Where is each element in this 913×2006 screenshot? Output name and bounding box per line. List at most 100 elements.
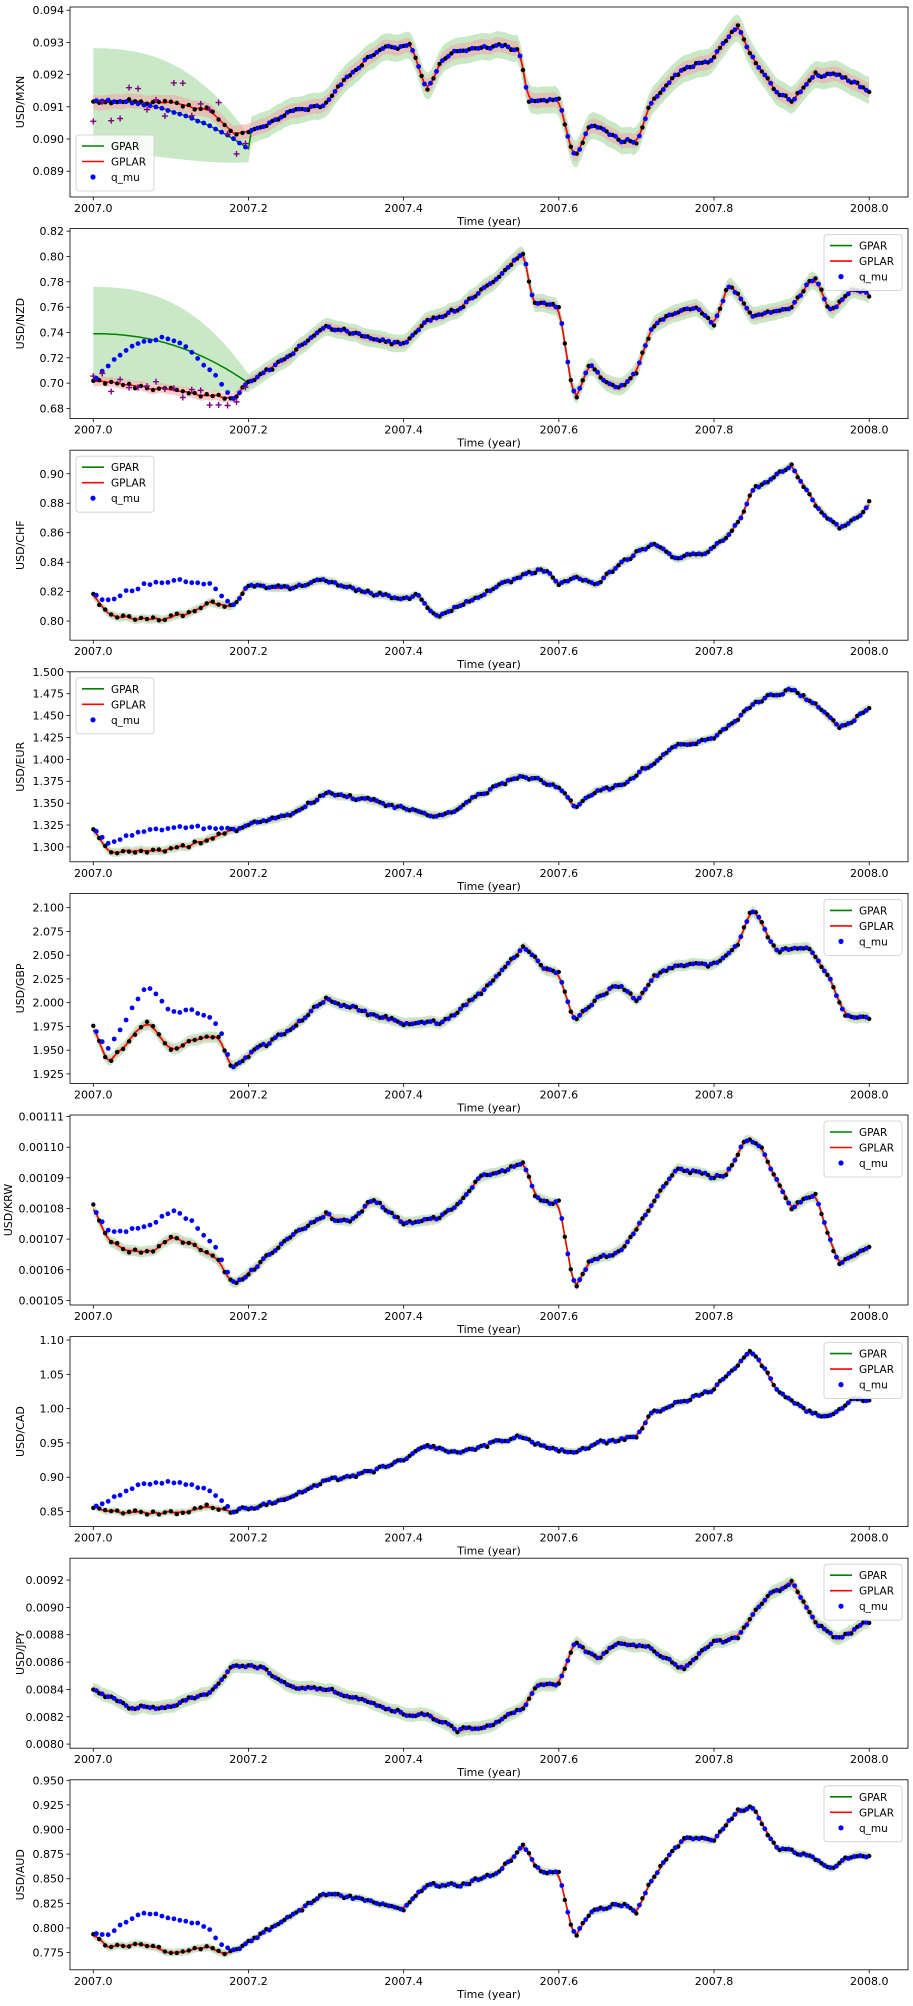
- q-mu-point: [625, 1239, 630, 1245]
- data-point: [717, 306, 723, 311]
- data-point: [771, 1840, 776, 1845]
- data-point: [198, 1947, 203, 1952]
- data-point: [771, 1382, 776, 1388]
- data-point: [180, 613, 185, 619]
- q-mu-point: [714, 1382, 720, 1388]
- q-mu-point: [284, 110, 290, 115]
- q-mu-point: [308, 104, 314, 109]
- legend-label-qmu: q_mu: [859, 936, 888, 948]
- q-mu-point: [511, 776, 517, 782]
- q-mu-point: [368, 1011, 374, 1017]
- legend-label-qmu: q_mu: [111, 493, 140, 505]
- data-point: [413, 1893, 418, 1899]
- y-tick-label: 0.00106: [19, 1264, 65, 1277]
- data-point: [144, 1943, 150, 1949]
- q-mu-point: [326, 1477, 332, 1483]
- data-point: [717, 729, 723, 735]
- data-point: [132, 1508, 138, 1513]
- q-mu-point: [237, 1277, 242, 1283]
- data-point: [514, 1850, 520, 1855]
- data-point: [126, 381, 132, 387]
- data-point: [210, 1035, 215, 1040]
- legend-label-gpar: GPAR: [859, 1349, 887, 1361]
- y-tick-label: 0.82: [40, 225, 65, 238]
- q-mu-point: [105, 97, 111, 103]
- q-mu-point: [726, 1637, 732, 1643]
- q-mu-point: [857, 513, 863, 518]
- q-mu-point: [601, 786, 606, 791]
- q-mu-point: [284, 584, 290, 590]
- q-mu-point: [511, 576, 517, 582]
- q-mu-point: [762, 1152, 768, 1158]
- q-mu-point: [857, 1014, 863, 1020]
- data-point: [156, 1244, 162, 1249]
- data-point: [562, 1666, 567, 1672]
- q-mu-point: [153, 104, 159, 110]
- q-mu-point: [386, 43, 392, 49]
- data-point: [216, 831, 221, 836]
- q-mu-point: [201, 120, 207, 126]
- data-point: [861, 509, 866, 515]
- q-mu-point: [547, 1201, 553, 1206]
- q-mu-point: [422, 1712, 427, 1718]
- q-mu-point: [314, 1686, 320, 1692]
- q-mu-point: [440, 1719, 445, 1725]
- q-mu-point: [249, 1049, 254, 1055]
- data-point: [204, 392, 209, 397]
- q-mu-point: [726, 950, 732, 956]
- q-mu-point: [123, 833, 129, 839]
- q-mu-point: [135, 1225, 141, 1231]
- q-mu-point: [828, 1412, 833, 1418]
- data-point: [658, 90, 663, 96]
- data-point: [646, 982, 651, 988]
- q-mu-point: [810, 497, 815, 503]
- data-point: [174, 100, 179, 106]
- train-marker: [126, 84, 133, 91]
- q-mu-point: [607, 569, 612, 575]
- y-tick-label: 1.975: [33, 1020, 65, 1033]
- data-point: [831, 1248, 836, 1254]
- q-mu-point: [458, 48, 463, 54]
- q-mu-point: [416, 593, 421, 598]
- q-mu-point: [219, 593, 225, 599]
- y-tick-label: 1.350: [33, 797, 65, 810]
- q-mu-point: [183, 1918, 189, 1924]
- q-mu-point: [529, 952, 535, 958]
- data-point: [162, 617, 168, 622]
- q-mu-point: [171, 1480, 177, 1486]
- legend-label-gplar: GPLAR: [859, 1143, 894, 1155]
- data-point: [168, 1234, 174, 1240]
- plot-area: [91, 1134, 872, 1290]
- q-mu-point: [834, 993, 839, 999]
- q-mu-point: [577, 1277, 583, 1283]
- data-point: [150, 1023, 156, 1029]
- data-point: [628, 1234, 633, 1240]
- q-mu-point: [786, 96, 791, 102]
- data-point: [867, 499, 872, 504]
- data-point: [150, 99, 156, 105]
- q-mu-point: [487, 1172, 493, 1178]
- plot-area: [91, 1348, 872, 1518]
- q-mu-point: [362, 334, 368, 339]
- q-mu-point: [475, 1877, 481, 1883]
- q-mu-point: [267, 1499, 272, 1505]
- q-mu-point: [117, 99, 123, 104]
- q-mu-point: [463, 1192, 469, 1197]
- q-mu-point: [272, 584, 278, 590]
- q-mu-point: [165, 336, 171, 342]
- x-tick-label: 2008.0: [850, 1532, 889, 1545]
- x-tick-label: 2007.0: [74, 1753, 113, 1766]
- q-mu-point: [290, 585, 296, 591]
- q-mu-point: [446, 809, 451, 815]
- q-mu-point: [243, 1055, 248, 1061]
- q-mu-point: [720, 1639, 726, 1645]
- legend-label-qmu: q_mu: [859, 1601, 888, 1613]
- q-mu-point: [117, 1492, 123, 1498]
- q-mu-point: [458, 306, 463, 311]
- q-mu-point: [463, 1447, 469, 1453]
- data-point: [723, 1374, 729, 1379]
- q-mu-point: [774, 1387, 780, 1392]
- data-point: [294, 347, 299, 352]
- q-mu-point: [523, 571, 529, 577]
- q-mu-point: [559, 788, 565, 794]
